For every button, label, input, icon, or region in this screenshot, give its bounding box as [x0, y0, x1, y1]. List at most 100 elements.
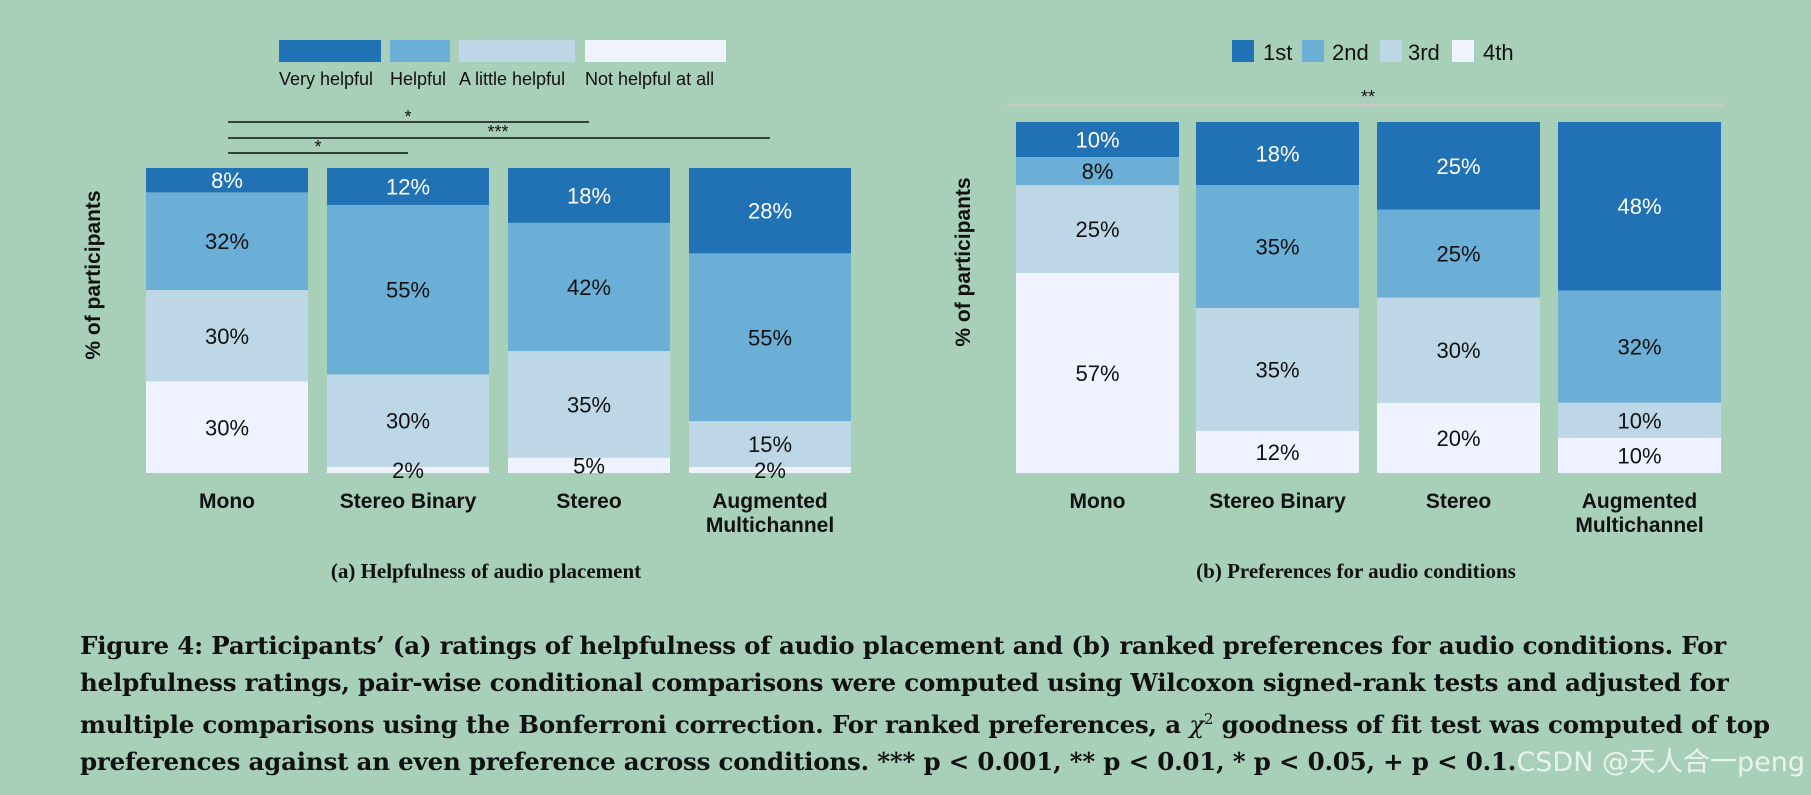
bar-segment-not-helpful-at-all-augmented-multichannel: [689, 466, 851, 473]
data-label: 5%: [573, 453, 605, 478]
data-label: 57%: [1075, 361, 1119, 386]
data-label: 28%: [748, 199, 792, 224]
figure-caption: Figure 4: Participants’ (a) ratings of h…: [80, 628, 1770, 780]
legend-label: 4th: [1483, 40, 1514, 65]
bar-segment-1st-mono: [1016, 122, 1179, 158]
category-label: Stereo Binary: [1209, 490, 1346, 513]
category-label: Stereo: [556, 490, 621, 513]
data-label: 30%: [205, 324, 249, 349]
bar-segment-1st-stereo-binary: [1196, 122, 1359, 186]
data-label: 8%: [211, 168, 243, 193]
data-label: 12%: [386, 174, 430, 199]
data-label: 42%: [567, 275, 611, 300]
bar-segment-2nd-mono: [1016, 157, 1179, 186]
data-label: 25%: [1075, 217, 1119, 242]
bar-segment-a-little-helpful-stereo-binary: [327, 374, 489, 467]
bar-segment-3rd-stereo: [1377, 297, 1540, 403]
data-label: 15%: [748, 432, 792, 457]
legend-label: Very helpful: [279, 69, 373, 89]
chart-preferences: 10% 8% 25% 57% Mono 18% 35% 35% 12% Stereo Binary…: [952, 40, 1724, 583]
bar-segment-a-little-helpful-stereo: [508, 351, 670, 458]
data-label: 8%: [1082, 159, 1114, 184]
caption-line-3-b: goodness of fit test was computed of top: [1221, 710, 1770, 740]
data-label: 25%: [1436, 242, 1480, 267]
caption-line-3-a: multiple comparisons using the Bonferron…: [80, 710, 1181, 740]
bar-segment-3rd-mono: [1016, 185, 1179, 273]
caption-line-1: Figure 4: Participants’ (a) ratings of h…: [80, 631, 1727, 660]
data-label: 32%: [1617, 335, 1661, 360]
watermark: CSDN @天人合一peng: [1516, 747, 1805, 778]
bar-segment-very-helpful-augmented-multichannel: [689, 168, 851, 254]
subcaption: (b) Preferences for audio conditions: [1196, 559, 1516, 583]
category-label: Multichannel: [706, 514, 834, 537]
legend-label: 2nd: [1332, 40, 1369, 65]
bar-segment-2nd-stereo: [1377, 209, 1540, 298]
legend-swatch: [459, 40, 575, 62]
caption-line-2: helpfulness ratings, pair-wise condition…: [80, 667, 1729, 697]
bar-segment-helpful-mono: [146, 192, 308, 290]
legend-swatch: [1232, 40, 1254, 62]
bar-segment-a-little-helpful-mono: [146, 290, 308, 382]
chart-helpfulness: 8% 32% 30% 30% Mono 12% 55% 30% 2% Stereo Binary 1…: [82, 40, 851, 583]
data-label: 2%: [754, 458, 786, 483]
legend-label: Not helpful at all: [585, 69, 714, 89]
chi-superscript: 2: [1203, 710, 1214, 728]
legend-label: Helpful: [390, 69, 446, 89]
legend-swatch: [1302, 40, 1324, 62]
bar-segment-very-helpful-stereo-binary: [327, 168, 489, 205]
data-label: 32%: [205, 229, 249, 254]
legend-label: A little helpful: [459, 69, 565, 89]
subcaption: (a) Helpfulness of audio placement: [331, 559, 641, 583]
legend-swatch: [585, 40, 726, 62]
y-axis-label: % of participants: [952, 177, 975, 346]
data-label: 30%: [205, 415, 249, 440]
legend-swatch: [279, 40, 381, 62]
bar-segment-2nd-stereo-binary: [1196, 185, 1359, 309]
caption-line-4: preferences against an even preference a…: [80, 746, 1517, 776]
data-label: 10%: [1617, 408, 1661, 433]
bar-segment-helpful-augmented-multichannel: [689, 253, 851, 422]
legend-swatch: [1452, 40, 1474, 62]
significance-marker: *: [404, 107, 411, 127]
bar-segment-4th-mono: [1016, 272, 1179, 473]
bar-segment-helpful-stereo: [508, 222, 670, 351]
data-label: 55%: [748, 325, 792, 350]
bar-segment-not-helpful-at-all-stereo-binary: [327, 466, 489, 473]
bar-segment-4th-stereo: [1377, 402, 1540, 473]
bar-segment-very-helpful-stereo: [508, 168, 670, 223]
data-label: 20%: [1436, 426, 1480, 451]
data-label: 18%: [567, 183, 611, 208]
bar-segment-2nd-augmented-multichannel: [1558, 290, 1721, 403]
data-label: 30%: [386, 409, 430, 434]
legend-label: 1st: [1263, 40, 1292, 65]
data-label: 10%: [1075, 128, 1119, 153]
data-label: 12%: [1255, 440, 1299, 465]
y-axis-label: % of participants: [82, 190, 105, 359]
data-label: 55%: [386, 278, 430, 303]
category-label: Augmented: [712, 490, 828, 513]
data-label: 30%: [1436, 338, 1480, 363]
significance-marker: *: [314, 137, 321, 157]
category-label: Stereo Binary: [340, 490, 477, 513]
caption-line-3: multiple comparisons using the Bonferron…: [80, 701, 1770, 744]
legend-swatch: [390, 40, 450, 62]
category-label: Stereo: [1426, 490, 1491, 513]
category-label: Multichannel: [1575, 514, 1703, 537]
bar-segment-3rd-stereo-binary: [1196, 308, 1359, 431]
significance-marker: ***: [487, 122, 508, 142]
significance-marker: **: [1361, 87, 1375, 107]
data-label: 35%: [567, 392, 611, 417]
category-label: Augmented: [1582, 490, 1698, 513]
data-label: 2%: [392, 458, 424, 483]
legend-swatch: [1380, 40, 1402, 62]
bar-segment-helpful-stereo-binary: [327, 204, 489, 375]
bar-segment-not-helpful-at-all-stereo: [508, 457, 670, 473]
bar-segment-3rd-augmented-multichannel: [1558, 402, 1721, 438]
data-label: 18%: [1255, 142, 1299, 167]
data-label: 48%: [1617, 194, 1661, 219]
data-label: 35%: [1255, 357, 1299, 382]
bar-segment-4th-stereo-binary: [1196, 430, 1359, 473]
bar-segment-a-little-helpful-augmented-multichannel: [689, 421, 851, 467]
data-label: 35%: [1255, 235, 1299, 260]
